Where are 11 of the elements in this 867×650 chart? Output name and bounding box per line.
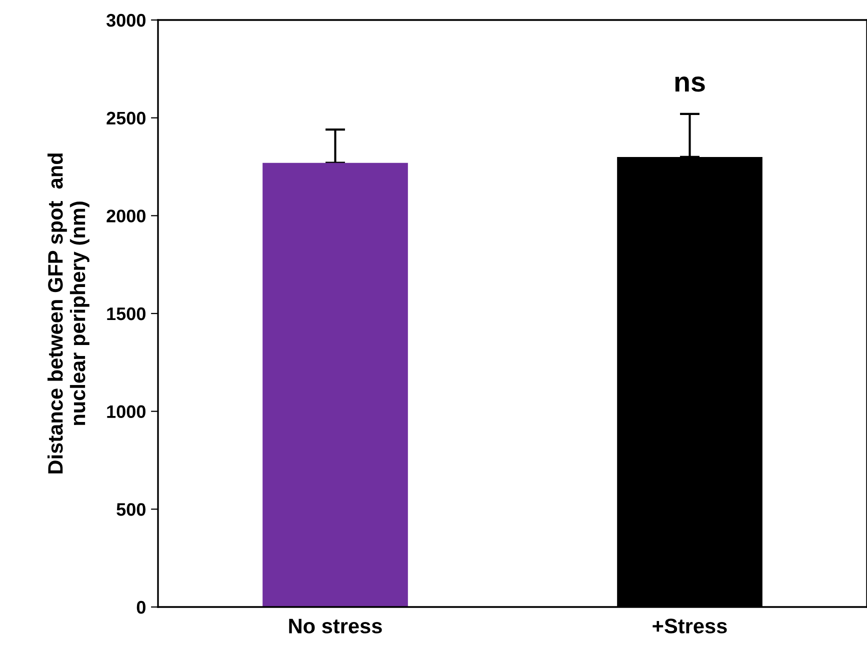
y-tick-label: 2500 [106, 112, 146, 125]
y-tick-label: 2000 [106, 210, 146, 222]
annotation: ns [675, 76, 705, 92]
y-tick-label: 0 [136, 600, 146, 614]
y-tick-label: 1500 [107, 307, 146, 320]
y-tick-label: 1000 [107, 405, 146, 418]
x-tick-label: +Stress [652, 618, 727, 634]
x-tick-label: No stress [289, 618, 382, 634]
y-axis-title: Distance between GFP spot and nuclear periphery (nm) [48, 154, 90, 474]
y-tick-label: 500 [116, 503, 146, 516]
y-tick-label: 3000 [106, 14, 146, 27]
